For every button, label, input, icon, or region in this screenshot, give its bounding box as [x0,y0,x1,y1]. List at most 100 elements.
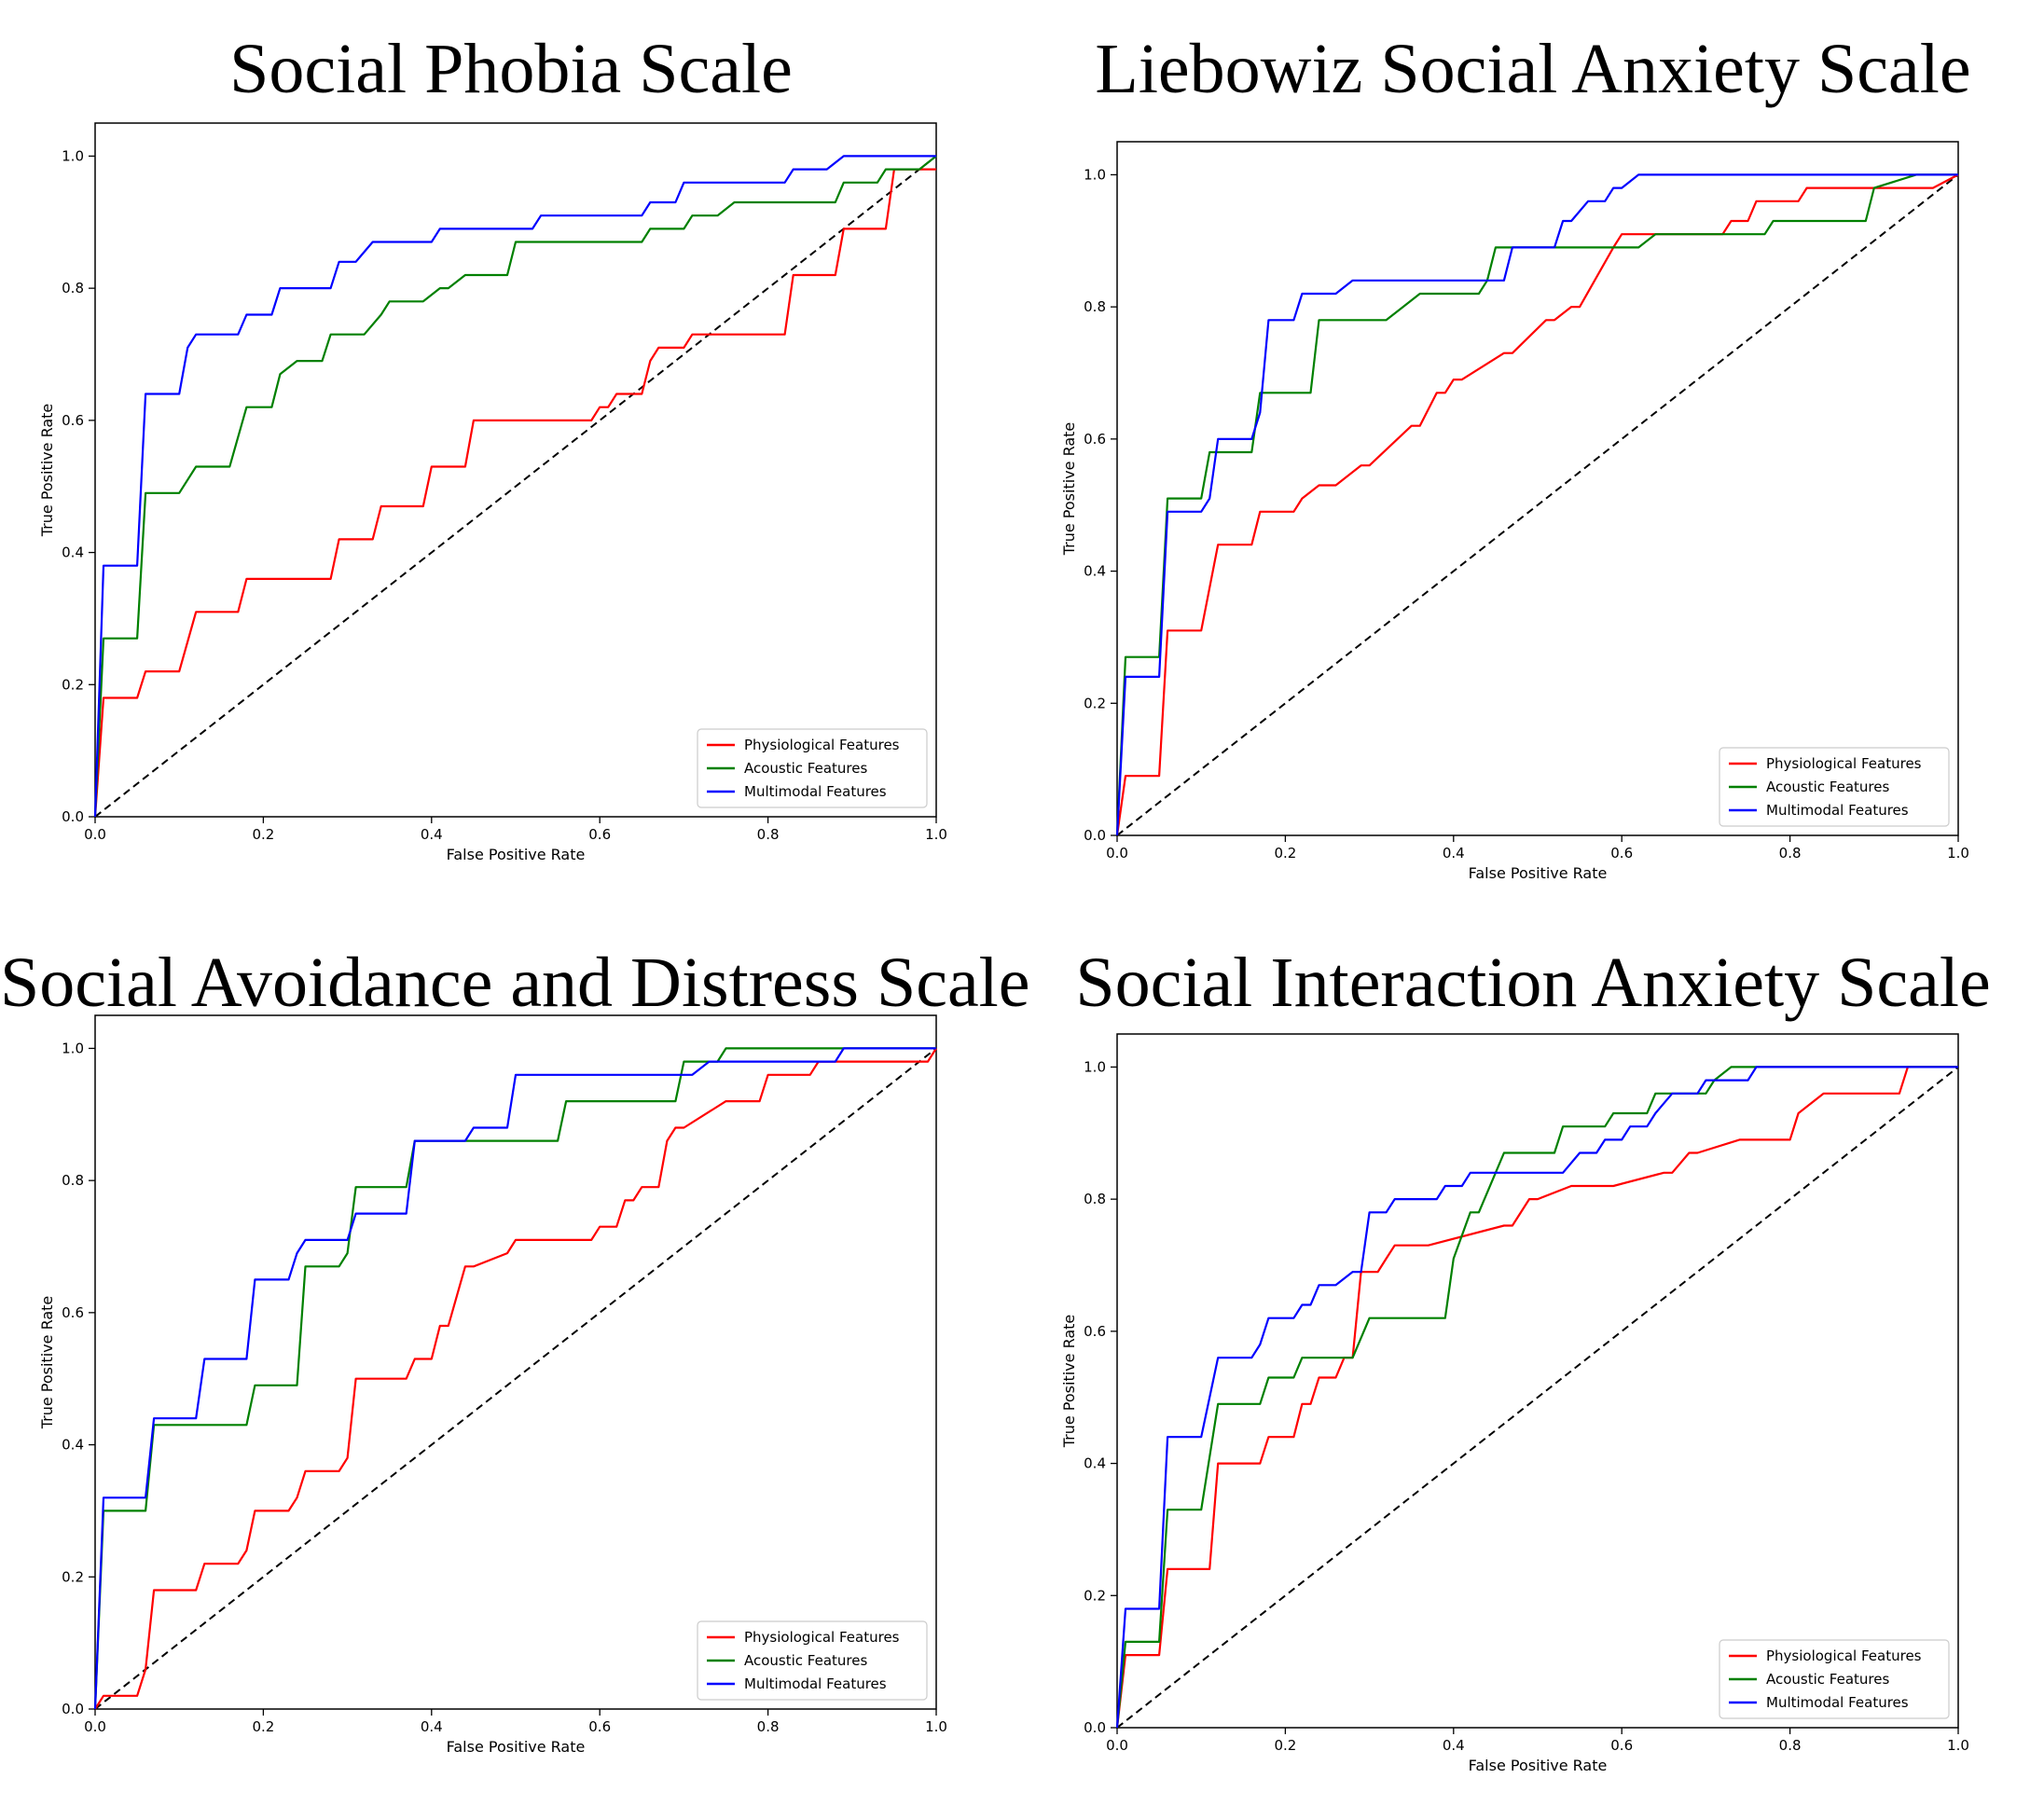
legend-box [1719,747,1950,827]
chart-svg: 0.0 0.2 0.4 0.6 0.8 1.0 0.0 0.2 0.4 0.6 0.8 1.0 Fals… [38,122,947,863]
y-tick-label: 0.0 [62,808,84,825]
chart-panel-social-phobia: Social Phobia Scale 0.0 0.2 0.4 0.6 0.8 1.0 0.… [0,0,1022,892]
chart-title: Social Phobia Scale [229,30,793,108]
series-line-physiological-features [1115,173,1959,836]
legend-label: Acoustic Features [1766,1671,1889,1688]
chart-panel-social-interaction: Social Interaction Anxiety Scale 0.0 0.2 0… [1022,892,2044,1785]
x-tick-label: 0.6 [588,826,611,843]
x-tick-label: 1.0 [1947,1737,1969,1754]
plot-frame [1116,1033,1959,1729]
series-line-acoustic-features [93,1047,936,1710]
y-tick-label: 0.8 [62,280,84,296]
x-axis-label: False Positive Rate [447,846,586,863]
y-tick-label: 0.0 [62,1701,84,1717]
chart-panel-liebowitz: Liebowiz Social Anxiety Scale 0.0 0.2 0.4 0… [1022,0,2044,892]
series-line-acoustic-features [1115,1066,1958,1729]
y-axis-label: True Positive Rate [38,1296,56,1430]
x-tick-label: 0.4 [1443,1737,1465,1754]
series-line-physiological-features [1115,1066,1958,1729]
y-tick-label: 1.0 [1084,1058,1106,1075]
legend-label: Physiological Features [1766,1647,1922,1664]
legend-label: Physiological Features [1766,755,1922,772]
y-tick-label: 0.0 [1084,1719,1106,1736]
legend-label: Acoustic Features [1766,779,1889,795]
series-line-acoustic-features [1115,173,1958,836]
legend-label: Acoustic Features [744,760,867,777]
y-tick-label: 0.2 [62,1568,84,1585]
y-tick-label: 1.0 [62,1040,84,1056]
y-tick-label: 0.8 [62,1172,84,1189]
chart-svg: 0.0 0.2 0.4 0.6 0.8 1.0 0.0 0.2 0.4 0.6 0.8 1.0 Fals… [1060,1033,1969,1774]
y-tick-label: 0.6 [62,412,84,429]
y-axis-label: True Positive Rate [38,404,56,538]
legend-label: Multimodal Features [1766,1694,1909,1711]
x-axis-label: False Positive Rate [1469,1757,1608,1774]
x-tick-label: 0.0 [1106,845,1128,862]
x-tick-label: 1.0 [925,826,947,843]
legend-box [1719,1639,1950,1719]
x-tick-label: 0.2 [1274,845,1296,862]
y-tick-label: 0.4 [62,545,84,561]
plot-frame [94,1014,937,1710]
y-tick-label: 0.4 [1084,1455,1106,1472]
legend-label: Acoustic Features [744,1652,867,1669]
y-axis-label: True Positive Rate [1060,1315,1078,1449]
chart-title: Liebowiz Social Anxiety Scale [1095,30,1971,108]
y-tick-label: 0.8 [1084,298,1106,315]
legend-label: Multimodal Features [744,1675,887,1692]
x-axis-label: False Positive Rate [447,1738,586,1756]
series-line-multimodal-features [1115,173,1958,836]
x-tick-label: 0.8 [757,1718,780,1735]
chart-svg: 0.0 0.2 0.4 0.6 0.8 1.0 0.0 0.2 0.4 0.6 0.8 1.0 Fals… [1060,141,1969,882]
y-tick-label: 0.6 [1084,431,1106,448]
chart-svg: 0.0 0.2 0.4 0.6 0.8 1.0 0.0 0.2 0.4 0.6 0.8 1.0 Fals… [38,1014,947,1756]
series-line-multimodal-features [93,155,936,818]
x-tick-label: 0.6 [1610,845,1633,862]
x-tick-label: 0.6 [1610,1737,1633,1754]
y-axis-label: True Positive Rate [1060,422,1078,557]
legend-label: Physiological Features [744,737,900,753]
legend-label: Physiological Features [744,1629,900,1646]
legend-label: Multimodal Features [1766,802,1909,819]
y-tick-label: 0.6 [62,1304,84,1321]
y-tick-label: 0.4 [1084,563,1106,580]
legend-box [697,1620,928,1701]
y-tick-label: 0.4 [62,1437,84,1454]
legend-box [697,728,928,808]
plot-frame [94,122,937,818]
x-tick-label: 0.4 [421,826,443,843]
x-tick-label: 0.2 [1274,1737,1296,1754]
chance-diagonal-line [1116,1066,1959,1729]
x-tick-label: 0.4 [421,1718,443,1735]
y-tick-label: 0.2 [62,676,84,693]
chart-panel-social-avoidance: Social Avoidance and Distress Scale 0.0 0… [0,892,1030,1785]
chance-diagonal-line [94,155,937,818]
y-tick-label: 0.6 [1084,1323,1106,1340]
chart-title: Social Interaction Anxiety Scale [1075,944,1991,1022]
x-tick-label: 0.4 [1443,845,1465,862]
x-axis-label: False Positive Rate [1469,864,1608,882]
series-line-physiological-features [94,1047,937,1710]
chance-diagonal-line [1116,173,1959,836]
x-tick-label: 0.6 [588,1718,611,1735]
series-line-physiological-features [93,168,936,818]
x-tick-label: 0.0 [84,1718,106,1735]
chart-title: Social Avoidance and Distress Scale [0,944,1030,1022]
x-tick-label: 0.8 [1779,1737,1802,1754]
y-tick-label: 0.0 [1084,827,1106,844]
y-tick-label: 0.2 [1084,695,1106,711]
plot-frame [1116,141,1959,836]
y-tick-label: 0.2 [1084,1587,1106,1604]
y-tick-label: 0.8 [1084,1191,1106,1207]
x-tick-label: 1.0 [925,1718,947,1735]
x-tick-label: 0.0 [1106,1737,1128,1754]
x-tick-label: 0.8 [757,826,780,843]
chance-diagonal-line [94,1047,937,1710]
y-tick-label: 1.0 [1084,166,1106,183]
y-tick-label: 1.0 [62,147,84,164]
series-line-acoustic-features [93,155,937,818]
x-tick-label: 0.0 [84,826,106,843]
x-tick-label: 0.2 [252,826,274,843]
legend-label: Multimodal Features [744,783,887,800]
series-line-multimodal-features [93,1047,936,1710]
